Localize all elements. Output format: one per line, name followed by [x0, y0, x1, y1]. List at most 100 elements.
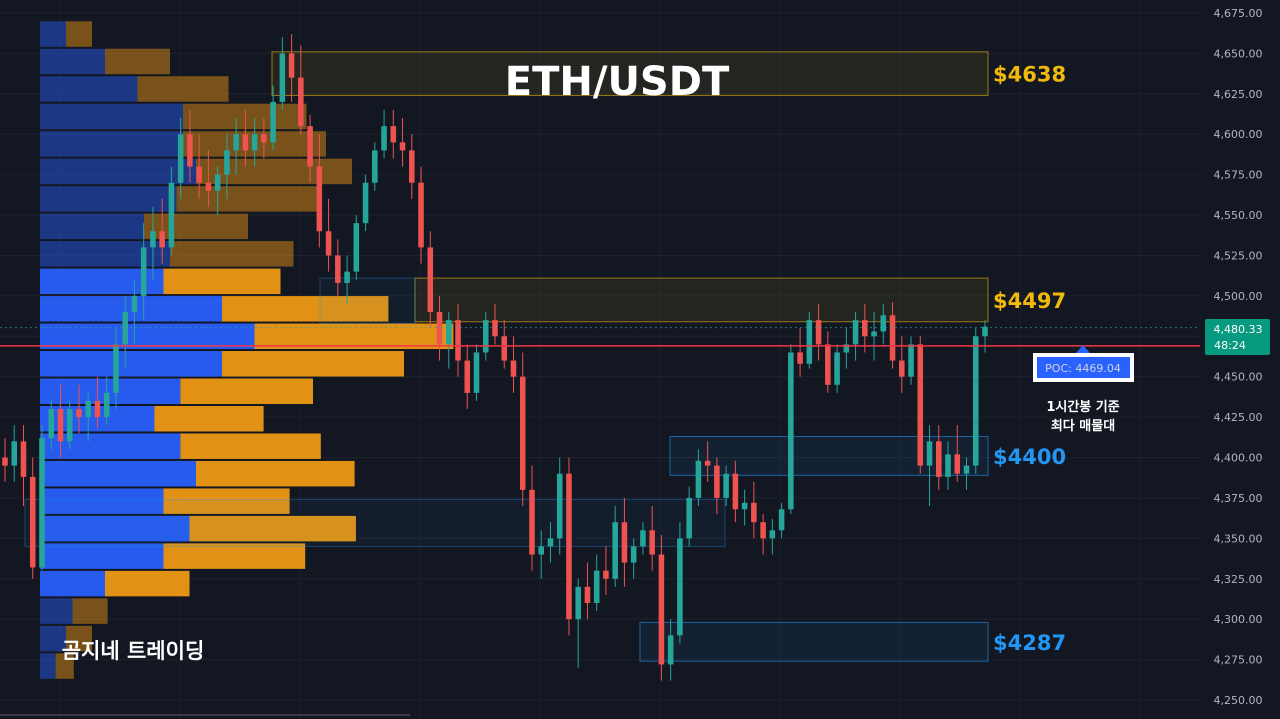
candle-body [381, 126, 387, 151]
volume-bar-buy [40, 598, 73, 624]
bar-countdown: 48:24 [1214, 339, 1246, 352]
price-zone-label: $4287 [993, 631, 1066, 655]
price-zone-label: $4497 [993, 289, 1066, 313]
candle-body [464, 360, 471, 393]
candle-body [399, 142, 406, 151]
volume-bar-sell [196, 158, 352, 185]
candle-body [899, 360, 905, 377]
candle-body [963, 465, 970, 474]
candle-body [436, 312, 443, 345]
volume-bar-buy [40, 131, 183, 157]
volume-bar-buy [40, 76, 138, 102]
candle-body [510, 360, 517, 377]
overlay-lines [0, 327, 1200, 716]
candle-body [335, 255, 341, 283]
candle-body [131, 295, 138, 313]
price-axis-tick-label: 4,525.00 [1214, 249, 1263, 262]
price-axis-tick-label: 4,425.00 [1214, 411, 1263, 424]
volume-bar-sell [66, 21, 92, 47]
candle-body [566, 473, 572, 620]
candle-body [732, 473, 739, 510]
volume-bar-buy [40, 488, 164, 514]
candle-body [344, 271, 350, 283]
price-axis-tick-label: 4,625.00 [1214, 88, 1263, 101]
candle-body [751, 502, 757, 523]
candle-body [492, 320, 498, 337]
candle-body [658, 554, 665, 665]
candle-body [593, 570, 600, 604]
candle-body [372, 150, 378, 183]
candle-body [418, 182, 424, 248]
candle-body [159, 231, 165, 248]
current-price-value: 4,480.33 [1214, 323, 1263, 336]
volume-bar-sell [180, 378, 313, 404]
candle-body [686, 497, 692, 539]
price-axis-tick-label: 4,325.00 [1214, 573, 1263, 586]
volume-bar-buy [40, 186, 177, 212]
candle-body [621, 522, 628, 563]
candle-body [723, 473, 729, 498]
candle-body [926, 441, 933, 466]
price-zone [414, 277, 989, 323]
poc-note-line2: 최다 매물대 [1051, 418, 1115, 434]
candle-body [547, 538, 554, 547]
candle-body [501, 336, 508, 361]
candle-body [972, 336, 979, 466]
candle-body [48, 409, 54, 439]
current-price-tag: 4,480.33 48:24 [1205, 319, 1270, 355]
candle-body [741, 502, 748, 510]
volume-bar-buy [40, 21, 66, 47]
price-axis-tick-label: 4,350.00 [1214, 532, 1263, 545]
price-axis-tick-label: 4,300.00 [1214, 613, 1263, 626]
price-axis-tick-label: 4,275.00 [1214, 654, 1263, 667]
volume-bar-buy [40, 158, 196, 185]
candle-body [714, 465, 720, 498]
candle-body [187, 134, 193, 167]
volume-bar-sell [189, 515, 356, 542]
price-axis-tick-label: 4,650.00 [1214, 47, 1263, 60]
volume-bar-sell [105, 570, 190, 597]
candles [2, 34, 988, 681]
candle-body [695, 460, 702, 498]
candle-body [94, 400, 101, 418]
volume-bar-buy [40, 296, 222, 322]
support-zone [319, 277, 416, 324]
candle-body [954, 454, 961, 474]
candle-body [288, 53, 295, 78]
candle-body [85, 400, 91, 418]
volume-bar-buy [40, 653, 56, 679]
candle-body [760, 522, 766, 539]
candle-body [57, 409, 64, 442]
candle-body [862, 320, 868, 337]
candle-body [103, 392, 110, 418]
candle-body [66, 409, 73, 442]
poc-arrow [1076, 345, 1090, 353]
price-axis-tick-label: 4,375.00 [1214, 492, 1263, 505]
candle-body [825, 344, 831, 385]
candle-body [871, 331, 877, 337]
candle-body [889, 315, 896, 361]
volume-bar-sell [170, 241, 294, 267]
volume-bar-buy [40, 351, 222, 377]
candle-body [446, 320, 452, 345]
chart-title: ETH/USDT [505, 59, 730, 105]
candle-body [797, 352, 803, 364]
poc-note-line1: 1시간봉 기준 [1046, 399, 1119, 415]
candle-body [270, 101, 276, 143]
price-zone [271, 51, 989, 96]
price-zone-label: $4400 [993, 445, 1066, 469]
candle-body [29, 476, 36, 568]
candle-body [427, 247, 434, 313]
candle-body [908, 344, 914, 377]
candle-body [113, 344, 119, 393]
volume-bar-buy [40, 103, 183, 130]
candle-body [76, 409, 82, 418]
price-axis-tick-label: 4,575.00 [1214, 169, 1263, 182]
candle-body [584, 586, 591, 604]
candle-body [455, 320, 461, 361]
candle-body [196, 166, 202, 183]
price-zone [639, 621, 989, 662]
volume-bar-sell [163, 543, 306, 569]
candle-body [529, 489, 535, 555]
